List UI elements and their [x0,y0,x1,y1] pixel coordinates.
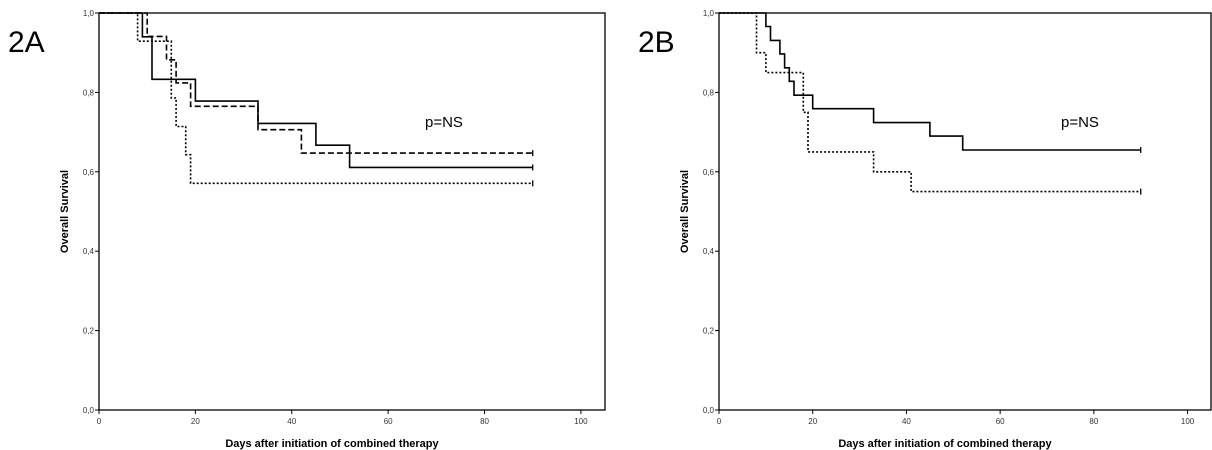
survival-curve-solid [719,12,1141,151]
x-tick-label: 80 [1089,417,1098,426]
panel-label: 2A [8,26,45,59]
x-tick-label: 100 [1181,417,1195,426]
y-tick-label: 0,4 [83,247,95,256]
km-plot-2b: 0,0 0,2 0,4 0,6 0,8 1,0 0 20 40 60 80 100 Days after… [679,9,1212,450]
y-tick-label: 0,0 [703,406,715,415]
survival-curve-solid [99,12,533,169]
panel-label: 2B [638,26,675,59]
x-tick-label: 80 [480,417,489,426]
y-tick-label: 0,2 [83,327,95,336]
x-tick-label: 20 [191,417,200,426]
survival-curve-dotted [719,12,1141,193]
y-tick-label: 0,2 [703,327,715,336]
p-value-annotation: p=NS [1061,114,1099,131]
x-axis-title: Days after initiation of combined therap… [225,438,439,450]
plot-frame [98,12,606,411]
y-tick-label: 0,8 [83,88,95,97]
y-tick-label: 1,0 [703,9,715,18]
plot-frame [718,12,1212,411]
y-tick-label: 0,4 [703,247,715,256]
km-plot-2a: 0,0 0,2 0,4 0,6 0,8 1,0 0 20 40 60 80 100 Days after… [59,9,606,450]
x-tick-label: 40 [902,417,911,426]
y-tick-label: 0,6 [83,168,95,177]
y-axis-title: Overall Survival [679,170,691,253]
x-tick-label: 20 [808,417,817,426]
y-tick-label: 0,0 [83,406,95,415]
x-tick-label: 100 [574,417,588,426]
x-axis-title: Days after initiation of combined therap… [838,438,1052,450]
y-tick-label: 0,6 [703,168,715,177]
chart-panel-2a: 2A 0,0 0,2 0,4 0,6 0,8 1,0 0 20 40 60 80 100 Days af… [8,9,606,450]
survival-curve-dotted [99,12,533,185]
x-tick-label: 60 [996,417,1005,426]
x-tick-label: 0 [717,417,722,426]
x-tick-label: 0 [97,417,102,426]
y-axis-title: Overall Survival [59,170,71,253]
x-tick-label: 40 [287,417,296,426]
x-tick-label: 60 [384,417,393,426]
survival-curve-dashed [99,12,533,154]
p-value-annotation: p=NS [425,114,463,131]
y-tick-label: 1,0 [83,9,95,18]
chart-panel-2b: 2B 0,0 0,2 0,4 0,6 0,8 1,0 0 20 40 60 80 100 Days af… [606,0,1212,450]
y-tick-label: 0,8 [703,88,715,97]
